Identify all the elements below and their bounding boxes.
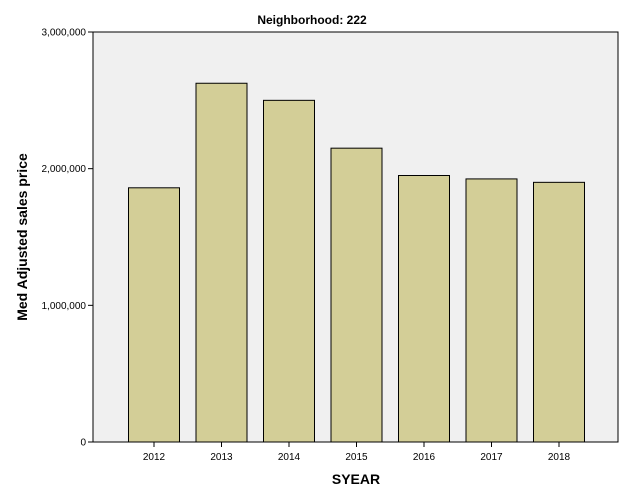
chart-title: Neighborhood: 222 — [257, 13, 367, 27]
y-tick-label: 3,000,000 — [42, 28, 87, 39]
bar-2012 — [128, 187, 180, 443]
bar-2017 — [465, 178, 518, 443]
y-tick-label: 0 — [80, 438, 86, 449]
x-tick-label: 2012 — [143, 452, 166, 463]
y-tick-label: 2,000,000 — [42, 164, 87, 175]
x-tick-label: 2015 — [345, 452, 368, 463]
bar-2015 — [330, 147, 383, 443]
bar-2018 — [533, 181, 585, 443]
x-tick-label: 2016 — [413, 452, 436, 463]
x-tick-label: 2017 — [480, 452, 503, 463]
y-axis: 0 1,000,000 2,000,000 3,000,000 — [42, 28, 93, 449]
x-tick-label: 2018 — [548, 452, 571, 463]
x-axis-label: SYEAR — [332, 471, 380, 487]
x-tick-label: 2013 — [210, 452, 233, 463]
y-axis-label: Med Adjusted sales price — [14, 153, 30, 321]
y-tick-label: 1,000,000 — [42, 301, 87, 312]
bar-2016 — [398, 175, 450, 443]
bar-series — [128, 82, 585, 443]
bar-2013 — [195, 82, 248, 443]
x-axis: 2012 2013 2014 2015 2016 2017 2018 — [143, 442, 571, 463]
bar-2014 — [263, 99, 315, 443]
x-tick-label: 2014 — [278, 452, 301, 463]
